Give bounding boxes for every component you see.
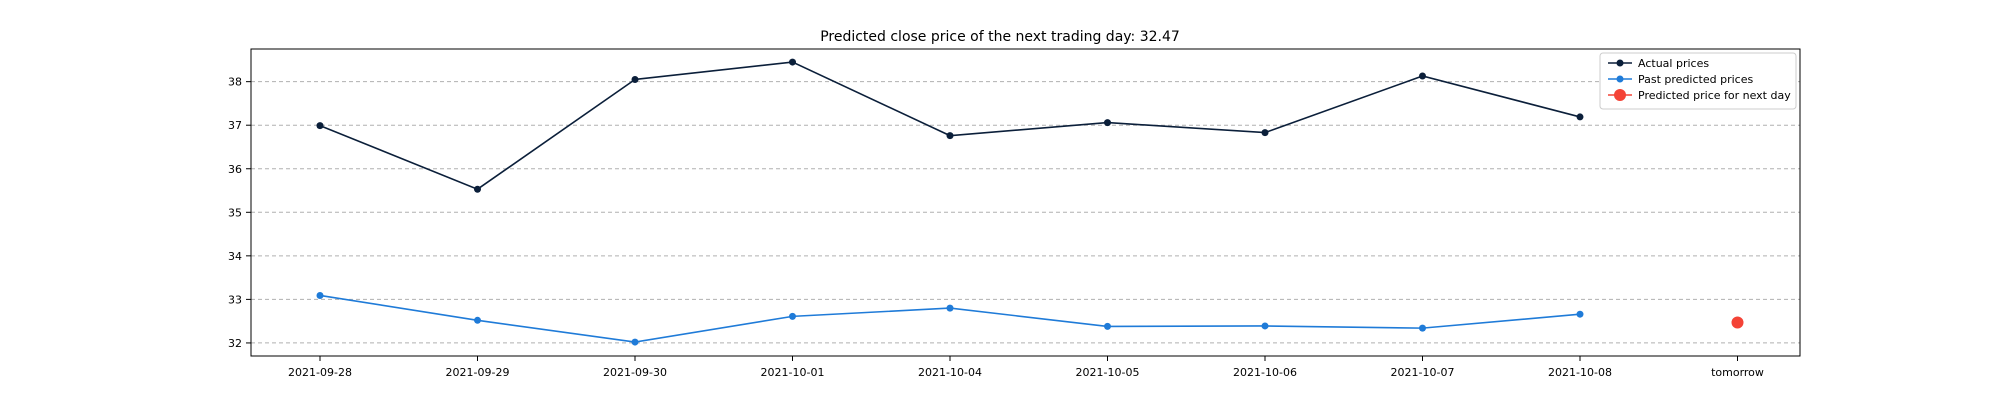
x-tick-label: 2021-10-04: [918, 366, 982, 379]
data-point: [1261, 322, 1269, 330]
x-tick-label: tomorrow: [1711, 366, 1764, 379]
data-point: [1576, 310, 1584, 318]
x-tick-label: 2021-10-06: [1233, 366, 1297, 379]
data-point: [474, 316, 481, 324]
x-axis: 2021-09-28 2021-09-29 2021-09-30 2021-10-01…: [288, 356, 1764, 379]
data-point: [474, 185, 481, 193]
data-point: [1419, 72, 1426, 80]
legend-swatch-marker: [1614, 89, 1626, 101]
y-tick-label: 33: [228, 293, 242, 306]
legend-label: Past predicted prices: [1638, 73, 1753, 86]
chart-title: Predicted close price of the next tradin…: [820, 29, 1180, 45]
series-group: [316, 58, 1744, 346]
data-point: [1419, 324, 1426, 332]
y-tick-label: 32: [228, 337, 242, 350]
data-point: [789, 58, 796, 66]
data-point: [1576, 113, 1584, 121]
legend-label: Predicted price for next day: [1638, 89, 1791, 102]
x-tick-label: 2021-10-08: [1548, 366, 1612, 379]
grid-lines: [251, 81, 1800, 344]
data-point: [316, 122, 324, 130]
x-tick-label: 2021-10-01: [761, 366, 825, 379]
y-tick-label: 38: [228, 76, 242, 89]
legend-label: Actual prices: [1638, 57, 1709, 70]
y-axis: 32 33 34 35 36 37 38: [228, 76, 251, 350]
y-tick-label: 34: [228, 250, 242, 263]
y-tick-label: 35: [228, 206, 242, 219]
data-point: [631, 338, 639, 346]
legend-box: [1599, 52, 1797, 110]
data-point: [1104, 322, 1111, 330]
data-point: [1731, 316, 1744, 329]
data-point: [631, 75, 639, 83]
legend: Actual prices Past predicted prices Predic…: [1599, 52, 1797, 110]
data-point: [946, 132, 954, 140]
x-tick-label: 2021-10-05: [1076, 366, 1140, 379]
x-tick-label: 2021-09-28: [288, 366, 352, 379]
plot-frame: [250, 48, 1801, 357]
series-line: [319, 61, 1581, 191]
data-point: [1104, 119, 1111, 127]
y-tick-label: 37: [228, 119, 242, 132]
data-point: [789, 312, 796, 320]
x-tick-label: 2021-09-30: [603, 366, 667, 379]
y-tick-label: 36: [228, 163, 242, 176]
legend-swatch-marker: [1616, 59, 1624, 67]
data-point: [1261, 129, 1269, 137]
data-point: [316, 291, 324, 299]
series-line: [319, 294, 1581, 343]
x-tick-label: 2021-10-07: [1391, 366, 1455, 379]
legend-swatch-marker: [1616, 75, 1624, 83]
data-point: [946, 304, 954, 312]
x-tick-label: 2021-09-29: [446, 366, 510, 379]
